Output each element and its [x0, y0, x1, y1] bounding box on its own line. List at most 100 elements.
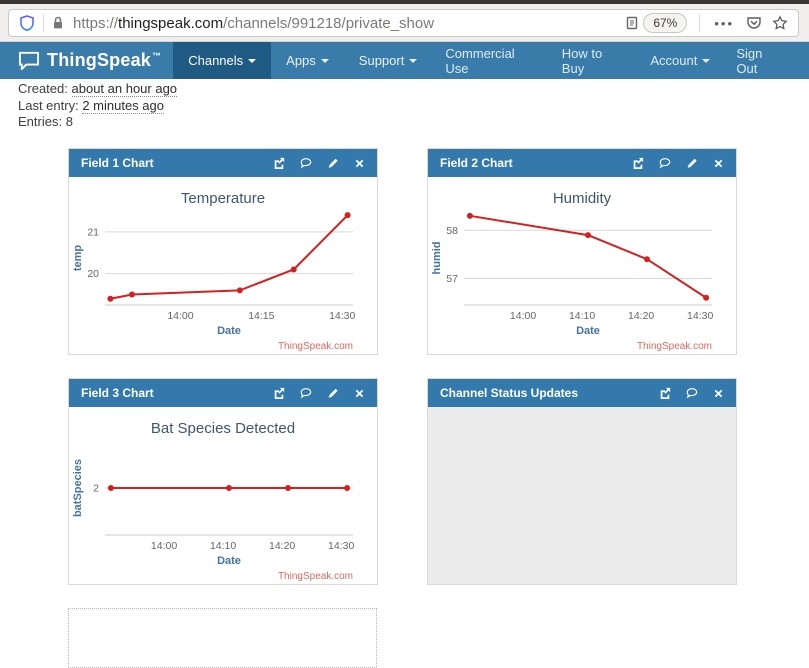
- bat-species-chart: 2 14:00 14:10 14:20 14:30 Date batSpecies Thing…: [72, 459, 354, 582]
- page-actions-icon[interactable]: •••: [714, 15, 734, 31]
- close-icon[interactable]: [354, 388, 365, 399]
- comment-icon[interactable]: [659, 157, 671, 169]
- y-tick-label: 58: [446, 225, 458, 237]
- popout-icon[interactable]: [273, 387, 285, 399]
- data-point: [226, 485, 232, 491]
- nav-item-commercial-use[interactable]: Commercial Use: [445, 45, 515, 76]
- urlbar-separator: [43, 14, 44, 32]
- comment-icon[interactable]: [300, 387, 312, 399]
- browser-toolbar: https://thingspeak.com/channels/991218/p…: [0, 4, 809, 42]
- panel-header: Field 2 Chart: [428, 149, 736, 177]
- brand-name: ThingSpeak™: [47, 50, 162, 70]
- x-tick-label: 14:10: [210, 540, 236, 552]
- x-tick-label: 14:00: [151, 540, 177, 552]
- watermark: ThingSpeak.com: [637, 341, 712, 352]
- comment-icon[interactable]: [686, 387, 698, 399]
- y-tick-label: 2: [93, 483, 99, 495]
- url-domain: thingspeak.com: [118, 14, 224, 32]
- x-tick-label: 14:30: [687, 310, 713, 322]
- popout-icon[interactable]: [659, 387, 671, 399]
- nav-item-sign-out[interactable]: Sign Out: [736, 45, 763, 76]
- chart-area: Humidity 58 57 14:00 14:10 14:20 14:30 Date hum…: [428, 177, 736, 354]
- data-line: [110, 214, 349, 300]
- thingspeak-logo[interactable]: ThingSpeak™: [18, 42, 161, 79]
- data-point: [644, 256, 651, 263]
- nav-item-support[interactable]: Support: [344, 42, 433, 79]
- x-tick-label: 14:20: [628, 310, 654, 322]
- url-text[interactable]: https://thingspeak.com/channels/991218/p…: [73, 15, 625, 32]
- created-label: Created:: [18, 81, 68, 96]
- status-updates-body: [428, 407, 736, 584]
- chart-title: Humidity: [552, 190, 612, 207]
- reader-mode-icon[interactable]: [625, 16, 639, 30]
- y-axis-label: batSpecies: [72, 459, 84, 517]
- data-line: [469, 214, 707, 299]
- comment-icon[interactable]: [300, 157, 312, 169]
- navbar-right-group: Commercial Use How to Buy Account Sign O…: [432, 42, 797, 79]
- panel-header: Field 1 Chart: [69, 149, 377, 177]
- created-value[interactable]: about an hour ago: [71, 81, 178, 97]
- panel-title: Field 3 Chart: [81, 386, 154, 400]
- panel-title: Field 2 Chart: [440, 156, 513, 170]
- x-axis-label: Date: [217, 325, 241, 337]
- url-path: /channels/991218/private_show: [223, 14, 435, 32]
- y-axis-label: temp: [72, 245, 84, 272]
- tracking-protection-shield-icon[interactable]: [19, 15, 35, 31]
- temperature-chart: 21 20 14:00 14:15 14:30 Date temp ThingSpeak.co…: [72, 212, 356, 352]
- data-point: [585, 232, 591, 239]
- nav-item-how-to-buy[interactable]: How to Buy: [561, 45, 603, 76]
- data-point: [107, 485, 114, 491]
- y-tick-label: 57: [446, 273, 458, 285]
- pocket-icon[interactable]: [746, 15, 762, 31]
- watermark: ThingSpeak.com: [278, 341, 353, 352]
- x-tick-label: 14:30: [329, 310, 355, 322]
- window-title-strip: [0, 0, 809, 4]
- entries-label: Entries:: [18, 114, 63, 129]
- data-point: [466, 212, 473, 219]
- popout-icon[interactable]: [273, 157, 285, 169]
- close-icon[interactable]: [713, 388, 724, 399]
- nav-item-account[interactable]: Account: [637, 42, 723, 79]
- data-point: [703, 294, 710, 301]
- data-point: [290, 266, 297, 273]
- x-axis-label: Date: [217, 555, 241, 567]
- x-tick-label: 14:10: [569, 310, 595, 322]
- chart-title: Bat Species Detected: [150, 420, 296, 437]
- x-tick-label: 14:00: [167, 310, 193, 322]
- nav-item-apps[interactable]: Apps: [271, 42, 344, 79]
- edit-icon[interactable]: [327, 387, 339, 399]
- data-point: [285, 485, 292, 491]
- x-tick-label: 14:30: [328, 540, 354, 552]
- trademark: ™: [152, 51, 162, 61]
- panel-title: Channel Status Updates: [440, 386, 579, 400]
- bookmark-star-icon[interactable]: [772, 15, 788, 31]
- chart-area: Bat Species Detected 2 14:00 14:10 14:20 14:…: [69, 407, 377, 584]
- chevron-down-icon: [320, 58, 329, 63]
- data-point: [344, 485, 351, 491]
- edit-icon[interactable]: [327, 157, 339, 169]
- last-entry-value[interactable]: 2 minutes ago: [82, 97, 164, 114]
- chart-title: Temperature: [180, 190, 266, 207]
- url-bar[interactable]: https://thingspeak.com/channels/991218/p…: [8, 9, 799, 37]
- speech-bubble-logo-icon: [18, 51, 40, 70]
- chevron-down-icon: [248, 58, 257, 63]
- x-axis-label: Date: [576, 325, 600, 337]
- data-point: [236, 287, 243, 294]
- close-icon[interactable]: [713, 158, 724, 169]
- zoom-level-badge[interactable]: 67%: [643, 13, 688, 33]
- chart-area: Temperature 21 20 14:00 14:15 14:30 Date temp T…: [69, 177, 377, 354]
- close-icon[interactable]: [354, 158, 365, 169]
- lock-icon[interactable]: [52, 16, 64, 30]
- created-row: Created: about an hour ago: [18, 81, 178, 98]
- x-tick-label: 14:20: [269, 540, 295, 552]
- edit-icon[interactable]: [686, 157, 698, 169]
- entries-value: 8: [65, 114, 73, 129]
- field2-chart-panel: Field 2 Chart Humidity 58 57 14:00 14:10 14:…: [427, 148, 737, 355]
- popout-icon[interactable]: [632, 157, 644, 169]
- urlbar-separator: [699, 14, 701, 32]
- watermark: ThingSpeak.com: [278, 571, 353, 582]
- channel-meta: Created: about an hour ago Last entry: 2…: [18, 81, 178, 131]
- widget-placeholder: [68, 608, 377, 668]
- last-entry-label: Last entry:: [18, 97, 79, 113]
- nav-item-channels[interactable]: Channels: [173, 42, 272, 79]
